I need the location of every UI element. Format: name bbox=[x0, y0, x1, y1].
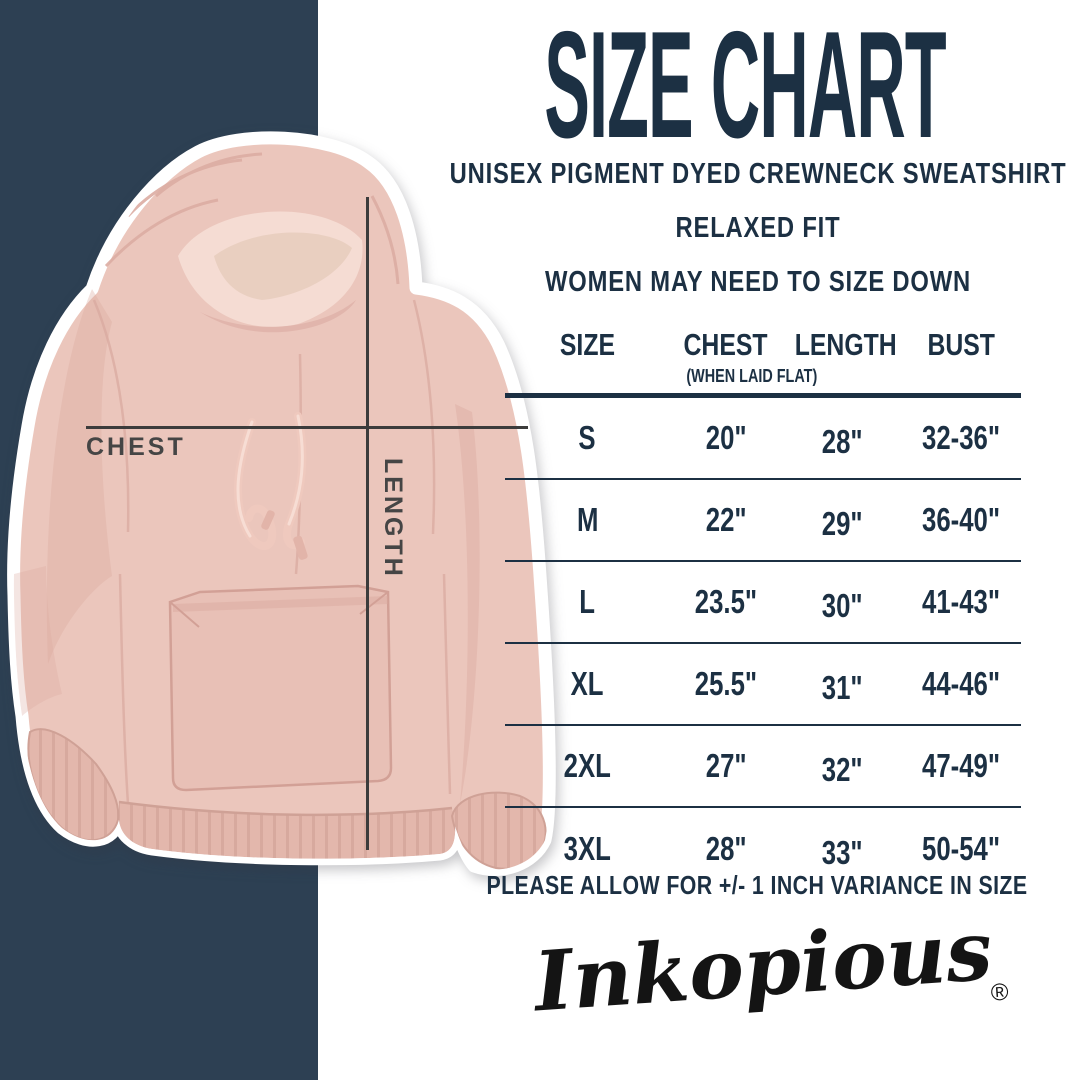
brand-logo: Inkopious® bbox=[531, 902, 1013, 1031]
chest-measure-line bbox=[86, 426, 528, 429]
subtitle-fit: RELAXED FIT bbox=[657, 212, 858, 245]
subtitle-product-text: UNISEX PIGMENT DYED CREWNECK SWEATSHIRT bbox=[449, 158, 1067, 190]
table-header-row: SIZE CHEST LENGTH BUST bbox=[505, 327, 1021, 363]
hoodie-illustration bbox=[7, 131, 556, 876]
kangaroo-pocket bbox=[168, 584, 393, 792]
chest-measure-label: CHEST bbox=[86, 433, 186, 461]
table-row: 2XL 27" 32" 47-49" bbox=[505, 726, 1021, 808]
registered-trademark-icon: ® bbox=[989, 978, 1010, 1007]
subtitle-fit-text: RELAXED FIT bbox=[675, 212, 841, 244]
col-header-size: SIZE bbox=[559, 327, 616, 362]
hood-drawstrings bbox=[233, 412, 308, 560]
table-row: L 23.5" 30" 41-43" bbox=[505, 562, 1021, 644]
page-title: SIZE CHART bbox=[299, 0, 1080, 170]
page-title-text: SIZE CHART bbox=[544, 0, 946, 170]
table-row: M 22" 29" 36-40" bbox=[505, 480, 1021, 562]
hood bbox=[104, 152, 400, 333]
chest-subnote: (WHEN LAID FLAT) bbox=[686, 366, 818, 386]
table-row: XL 25.5" 31" 44-46" bbox=[505, 644, 1021, 726]
variance-note-text: PLEASE ALLOW FOR +/- 1 INCH VARIANCE IN … bbox=[486, 870, 1028, 900]
col-header-length: LENGTH bbox=[794, 327, 897, 362]
subtitle-sizing-advice-text: WOMEN MAY NEED TO SIZE DOWN bbox=[544, 266, 972, 298]
chest-subnote-row: (WHEN LAID FLAT) bbox=[505, 366, 1021, 387]
hem-band bbox=[118, 800, 456, 859]
table-row: 3XL 28" 33" 50-54" bbox=[563, 830, 1001, 871]
brand-logo-text: Inkopious bbox=[531, 902, 996, 1031]
subtitle-sizing-advice: WOMEN MAY NEED TO SIZE DOWN bbox=[498, 266, 1018, 299]
right-cuff bbox=[450, 791, 547, 870]
col-header-chest: CHEST bbox=[683, 327, 769, 362]
table-row: S 20" 28" 32-36" bbox=[505, 398, 1021, 480]
length-measure-label: LENGTH bbox=[379, 458, 407, 579]
subtitle-product: UNISEX PIGMENT DYED CREWNECK SWEATSHIRT bbox=[382, 158, 1080, 191]
hoodie-photo bbox=[0, 104, 565, 896]
variance-note: PLEASE ALLOW FOR +/- 1 INCH VARIANCE IN … bbox=[427, 870, 1080, 901]
col-header-bust: BUST bbox=[927, 327, 996, 362]
table-header-rule bbox=[505, 393, 1021, 398]
length-measure-line bbox=[366, 197, 369, 850]
